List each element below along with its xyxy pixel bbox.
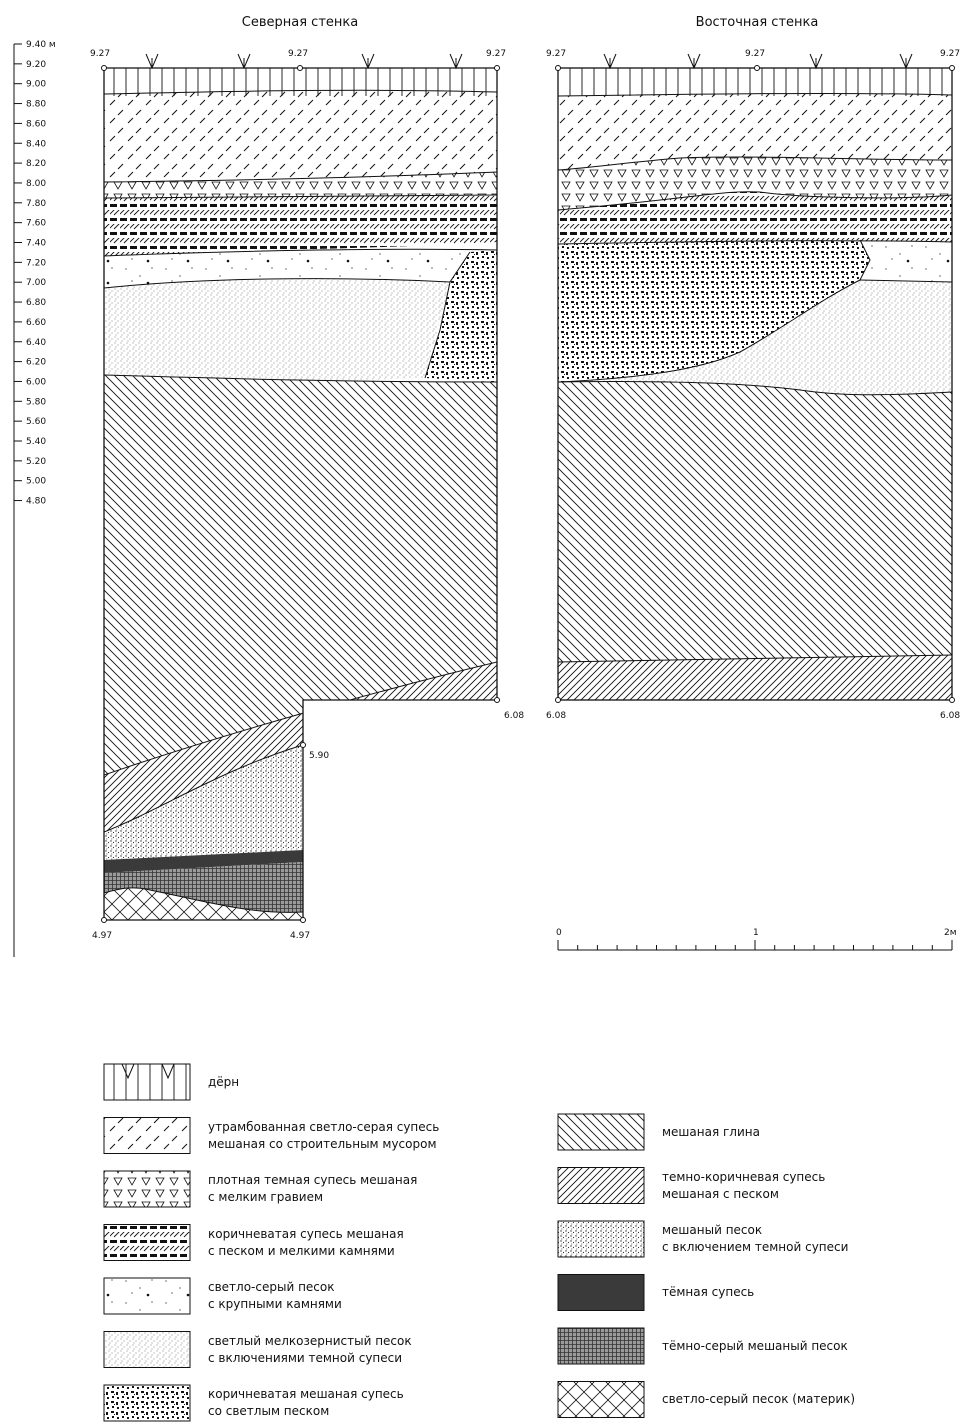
north-layer-stony-sand: [104, 249, 470, 288]
legend-swatch-fwd-dense: [557, 1167, 645, 1204]
scale-bar: 0 1 2м: [556, 928, 957, 951]
legend-swatch-brown-stripes: [103, 1224, 191, 1261]
east-top-mark-mid: 9.27: [745, 49, 765, 59]
north-layer-mixed-clay: [104, 375, 497, 775]
legend-swatch-chevron: [557, 1381, 645, 1418]
benchmark-pin: [300, 917, 306, 923]
east-top-mark-right: 9.27: [940, 49, 960, 59]
elevation-tick-label: 9.00: [26, 80, 46, 90]
east-layer-rammed-loam: [558, 93, 952, 170]
elevation-tick-label: 6.80: [26, 298, 46, 308]
elevation-tick-label: 6.40: [26, 338, 46, 348]
elevation-scale: 9.40 м 9.20 9.00 8.80 8.60 8.40 8.20 8.00 7.80 7.…: [13, 40, 56, 957]
north-layer-rammed-loam: [104, 90, 497, 182]
elevation-tick-label: 5.80: [26, 397, 46, 407]
benchmark-pin: [754, 65, 760, 71]
east-layer-gravel-loam: [558, 157, 952, 210]
scale-label-1: 1: [753, 928, 759, 938]
scale-label-2: 2м: [944, 928, 957, 938]
benchmark-pin: [297, 65, 303, 71]
elevation-tick-label: 8.60: [26, 119, 46, 129]
benchmark-pin: [494, 697, 500, 703]
east-top-mark-left: 9.27: [546, 49, 566, 59]
benchmark-pin: [949, 65, 955, 71]
north-bottom-left-mark: 4.97: [92, 931, 112, 941]
north-top-mark-left: 9.27: [90, 49, 110, 59]
elevation-tick-label: 7.00: [26, 278, 46, 288]
benchmark-pin: [555, 65, 561, 71]
north-layer-gravel-loam: [104, 172, 497, 198]
elevation-tick-label: 6.00: [26, 377, 46, 387]
elevation-tick-label: 8.80: [26, 100, 46, 110]
north-layer-brown-loam: [104, 195, 497, 256]
north-right-mark: 6.08: [504, 711, 524, 721]
legend-swatch-fine-sand: [103, 1331, 191, 1368]
elevation-tick-label: 5.20: [26, 457, 46, 467]
east-bottom-right-mark: 6.08: [940, 711, 960, 721]
elevation-tick-label: 7.20: [26, 258, 46, 268]
elevation-tick-label: 5.40: [26, 437, 46, 447]
elevation-tick-label: 8.00: [26, 179, 46, 189]
elevation-tick-label: 8.40: [26, 139, 46, 149]
scale-label-0: 0: [556, 928, 562, 938]
east-layer-turf: [558, 68, 952, 96]
north-bottom-right-mark: 4.97: [290, 931, 310, 941]
east-layer-fine-sand: [558, 280, 952, 395]
east-wall-section: [558, 68, 952, 700]
elevation-tick-label: 9.40 м: [26, 40, 56, 50]
benchmark-pin: [494, 65, 500, 71]
north-wall-title: Северная стенка: [242, 15, 358, 30]
legend-swatch-turf: [103, 1063, 191, 1101]
legend-swatches: [103, 1063, 645, 1422]
east-layer-mixed-clay: [558, 381, 952, 662]
north-wall-section: [104, 68, 497, 920]
elevation-tick-label: 6.60: [26, 318, 46, 328]
elevation-tick-label: 5.60: [26, 417, 46, 427]
north-layer-mottled-loam: [425, 250, 497, 382]
north-top-mark-right: 9.27: [486, 49, 506, 59]
grass-tuft-icon: [121, 1063, 175, 1080]
elevation-tick-label: 7.60: [26, 219, 46, 229]
east-layer-dark-brown-loam: [558, 655, 952, 700]
legend-swatch-grid: [557, 1327, 645, 1365]
legend-swatch-triangles: [103, 1170, 191, 1208]
legend-swatch-fwd-dash: [103, 1117, 191, 1154]
north-top-mark-mid: 9.27: [288, 49, 308, 59]
east-wall-title: Восточная стенка: [696, 15, 819, 30]
elevation-tick-label: 9.20: [26, 60, 46, 70]
north-layer-mixed-sand: [104, 745, 303, 860]
elevation-tick-label: 5.00: [26, 477, 46, 487]
benchmark-pin: [949, 697, 955, 703]
legend-swatch-mottled: [103, 1384, 191, 1422]
benchmark-pin: [101, 65, 107, 71]
legend-swatch-solid-dark: [557, 1274, 645, 1311]
elevation-tick-label: 7.40: [26, 239, 46, 249]
north-layer-fine-sand: [104, 278, 450, 380]
benchmark-pin: [555, 697, 561, 703]
benchmark-pin: [101, 917, 107, 923]
north-layer-bedrock-sand: [104, 887, 303, 920]
elevation-tick-label: 4.80: [26, 497, 46, 507]
east-layer-mottled-loam: [558, 240, 870, 382]
east-layer-brown-loam: [558, 191, 952, 244]
north-step-mark: 5.90: [309, 751, 329, 761]
elevation-tick-label: 7.80: [26, 199, 46, 209]
legend-swatch-speckle: [557, 1220, 645, 1258]
benchmark-pin: [300, 742, 306, 748]
elevation-tick-label: 8.20: [26, 159, 46, 169]
east-bottom-left-mark: 6.08: [546, 711, 566, 721]
legend-swatch-back-hatch: [557, 1113, 645, 1151]
north-layer-dark-grey-sand: [104, 862, 303, 913]
north-layer-dark-loam: [104, 850, 303, 873]
legend-swatch-stones: [103, 1277, 191, 1315]
elevation-tick-label: 6.20: [26, 358, 46, 368]
